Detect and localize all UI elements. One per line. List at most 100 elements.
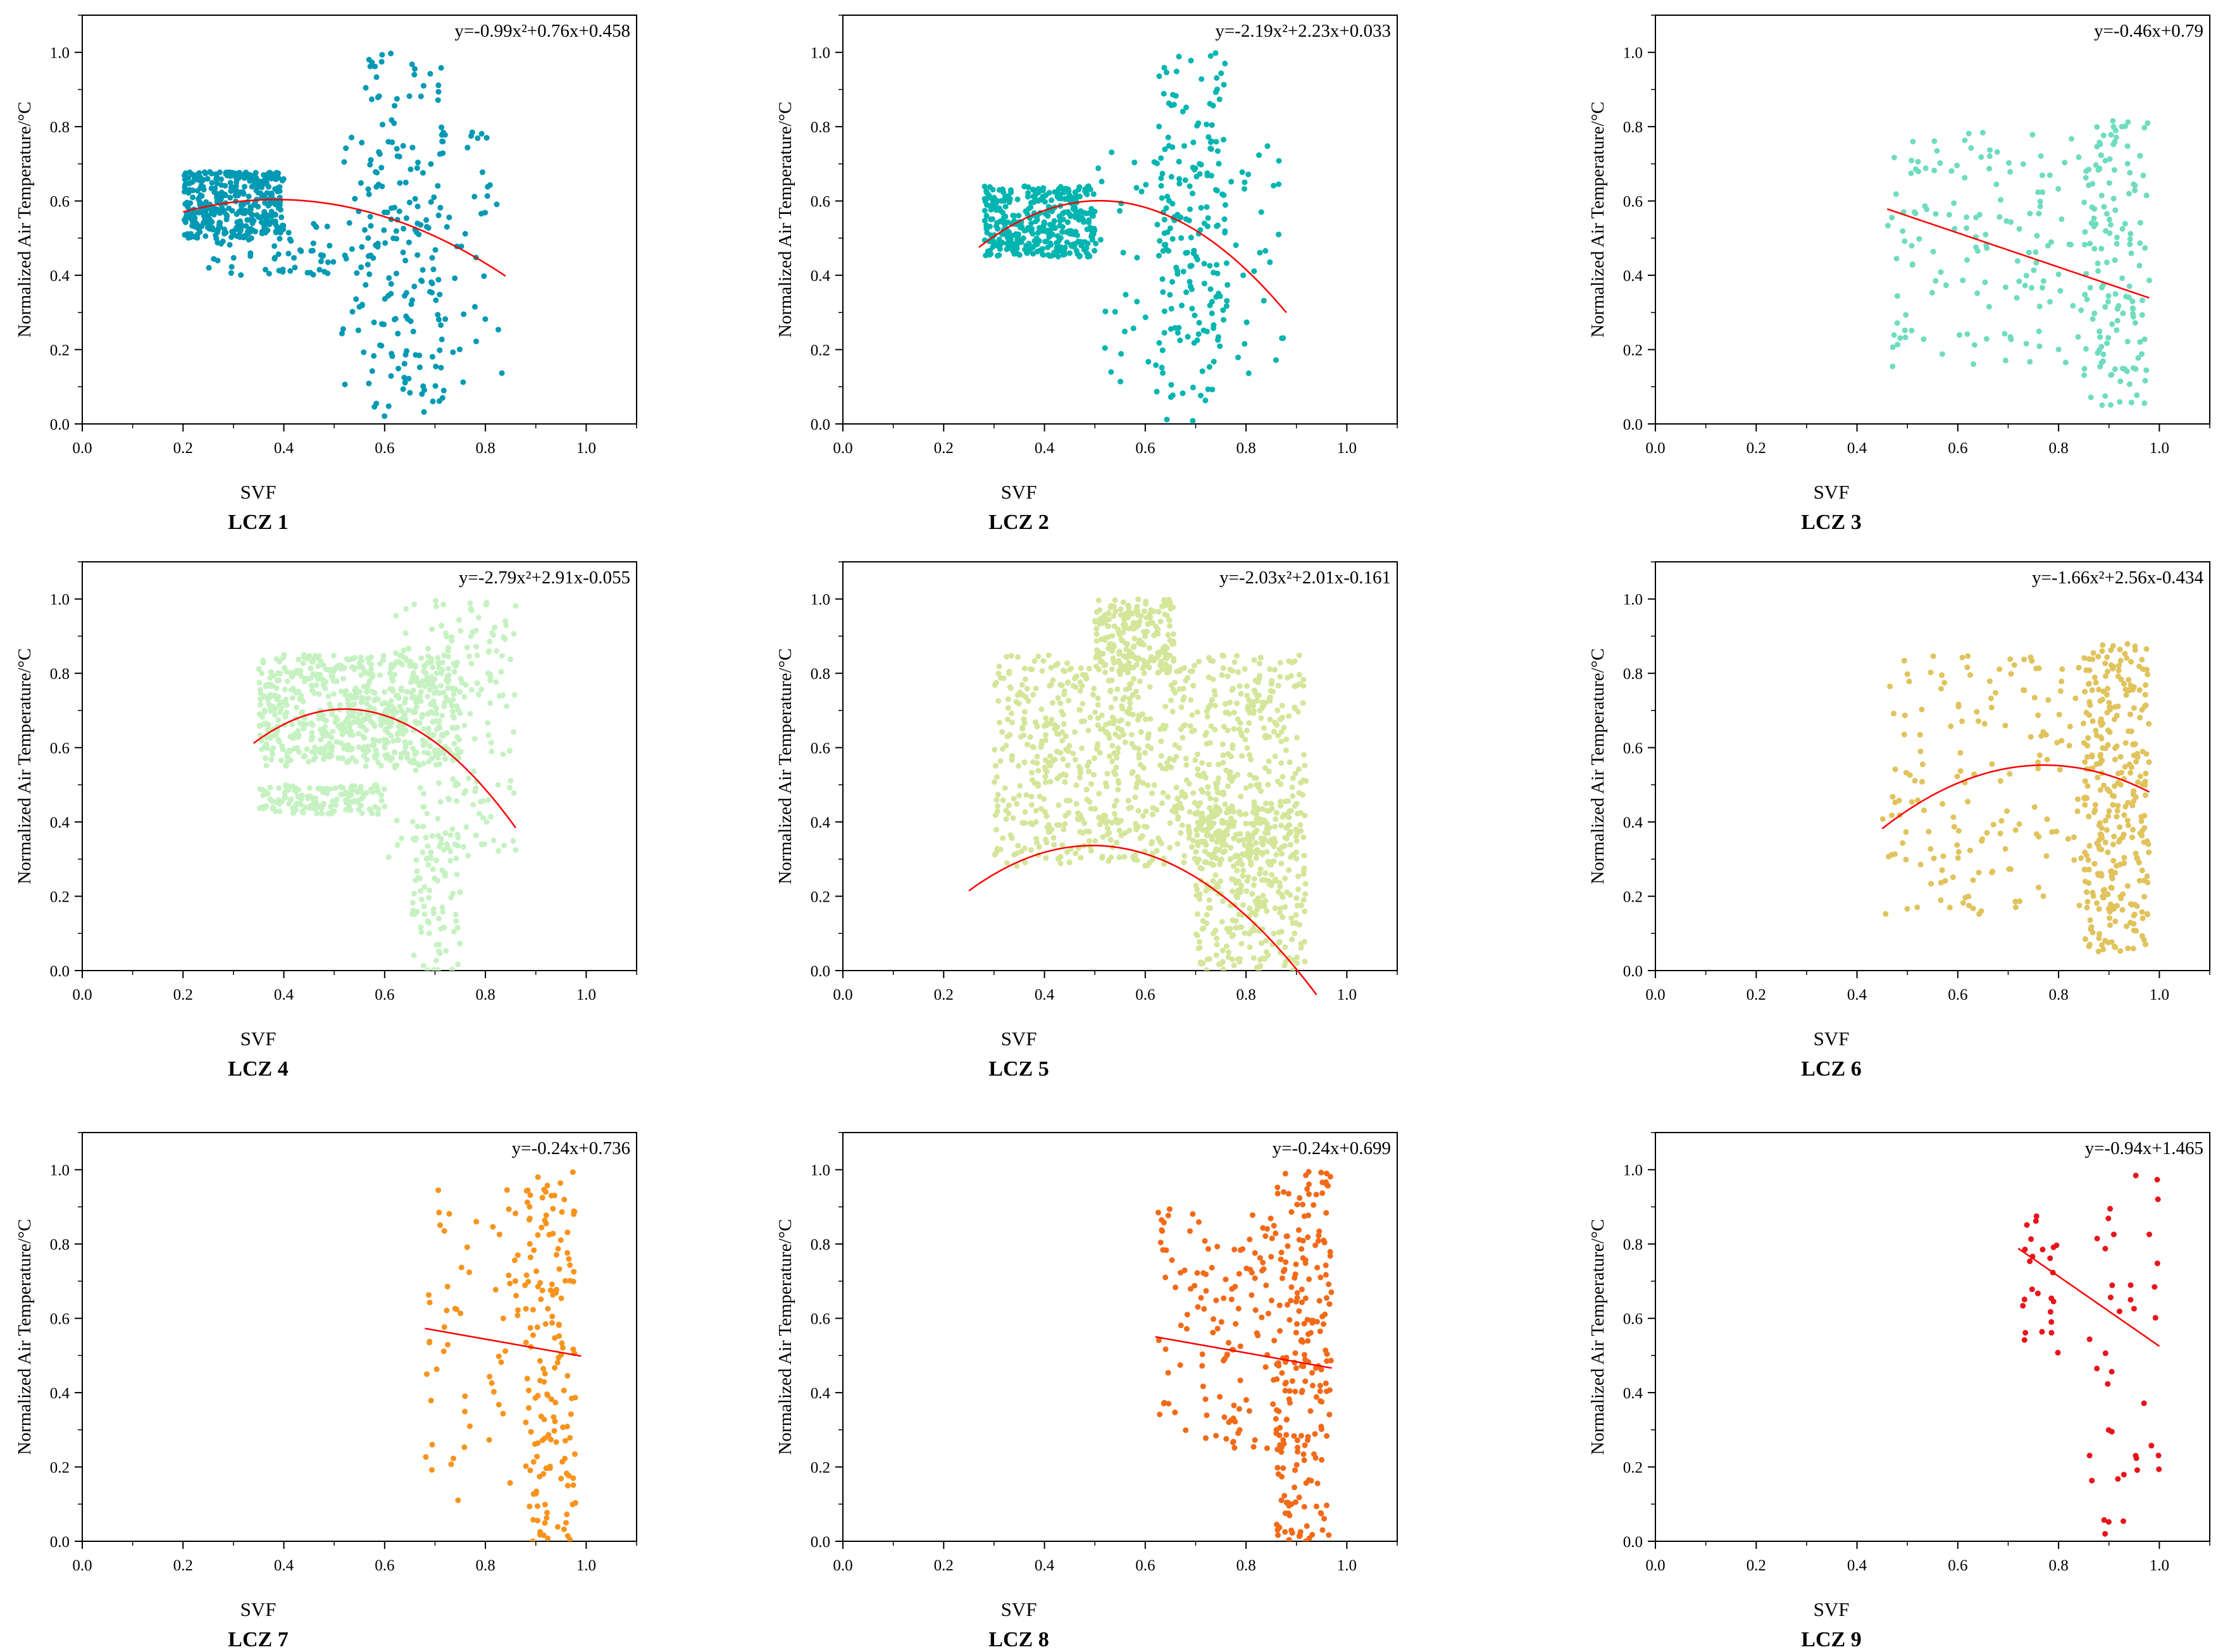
data-point — [2114, 903, 2120, 909]
data-point — [438, 623, 444, 629]
data-point — [1278, 729, 1285, 735]
data-point — [1097, 607, 1103, 613]
data-point — [2130, 314, 2136, 320]
scatter-points — [1879, 641, 2152, 955]
data-point — [1987, 147, 1993, 153]
data-point — [2142, 778, 2148, 785]
data-point — [1213, 797, 1219, 803]
data-point — [1183, 755, 1189, 762]
data-point — [1245, 874, 1252, 880]
data-point — [1262, 870, 1269, 876]
data-point — [1216, 161, 1222, 167]
data-point — [1248, 821, 1254, 827]
data-point — [397, 180, 403, 186]
data-point — [1049, 197, 1055, 203]
data-point — [1000, 797, 1006, 804]
data-point — [1054, 776, 1061, 781]
data-point — [480, 815, 486, 821]
data-point — [202, 169, 208, 175]
data-point — [1078, 855, 1084, 861]
data-point — [2132, 320, 2138, 326]
data-point — [420, 737, 426, 743]
data-point — [1046, 190, 1052, 196]
data-point — [1282, 875, 1288, 881]
data-point — [1112, 608, 1119, 614]
fit-line — [978, 200, 1287, 313]
data-point — [1187, 278, 1193, 285]
data-point — [2085, 857, 2091, 863]
data-point — [2105, 727, 2111, 733]
data-point — [2035, 759, 2041, 766]
data-point — [1168, 764, 1174, 771]
data-point — [1206, 805, 1212, 811]
data-point — [1227, 856, 1233, 862]
data-point — [292, 745, 298, 752]
data-point — [997, 847, 1004, 852]
data-point — [1981, 721, 1988, 727]
data-point — [1022, 820, 1028, 826]
data-point — [1005, 705, 1011, 711]
data-point — [1068, 666, 1075, 672]
data-point — [2127, 170, 2133, 176]
data-point — [308, 674, 314, 681]
data-point — [992, 682, 998, 688]
data-point — [2112, 366, 2118, 372]
data-point — [402, 728, 409, 734]
y-tick-label: 0.0 — [1623, 963, 1643, 980]
data-point — [991, 202, 997, 209]
data-point — [2090, 765, 2096, 771]
data-point — [1207, 101, 1213, 107]
data-point — [337, 702, 343, 708]
data-point — [2082, 688, 2088, 695]
data-point — [2026, 249, 2032, 256]
data-point — [1002, 204, 1009, 210]
data-point — [2131, 788, 2137, 794]
data-point — [1093, 654, 1099, 661]
data-point — [2091, 809, 2097, 816]
data-point — [1245, 849, 1250, 855]
data-point — [511, 1257, 518, 1264]
data-point — [344, 656, 350, 662]
data-point — [1174, 816, 1181, 822]
data-point — [429, 833, 435, 839]
data-point — [1123, 686, 1129, 693]
data-point — [1167, 755, 1173, 762]
data-point — [315, 663, 321, 669]
data-point — [1207, 139, 1214, 146]
data-point — [2124, 368, 2130, 375]
data-point — [1296, 652, 1302, 659]
data-point — [1276, 232, 1281, 238]
data-point — [1250, 955, 1257, 961]
data-point — [363, 282, 369, 288]
x-tick-label: 0.2 — [934, 440, 954, 457]
y-tick-label: 0.0 — [50, 963, 70, 980]
data-point — [452, 842, 458, 847]
data-point — [1267, 666, 1273, 673]
data-point — [353, 758, 359, 764]
x-tick-label: 1.0 — [2150, 440, 2169, 457]
data-point — [1174, 330, 1181, 336]
data-point — [2107, 707, 2113, 713]
scatter-points — [991, 596, 1309, 971]
data-point — [1164, 194, 1171, 200]
data-point — [1212, 872, 1219, 878]
data-point — [1223, 943, 1230, 949]
data-point — [551, 1414, 557, 1420]
data-point — [268, 704, 274, 711]
data-point — [403, 290, 409, 296]
data-point — [1077, 812, 1083, 818]
data-point — [270, 751, 276, 757]
data-point — [1226, 771, 1233, 777]
data-point — [514, 1252, 521, 1258]
data-point — [1112, 731, 1119, 737]
data-point — [1904, 905, 1910, 912]
data-point — [256, 666, 262, 672]
fit-line — [253, 708, 516, 829]
data-point — [2141, 893, 2148, 900]
data-point — [1133, 785, 1139, 791]
data-point — [1086, 666, 1092, 672]
data-point — [2038, 733, 2045, 739]
data-point — [1190, 139, 1197, 146]
data-point — [436, 1209, 442, 1215]
data-point — [1234, 867, 1240, 874]
